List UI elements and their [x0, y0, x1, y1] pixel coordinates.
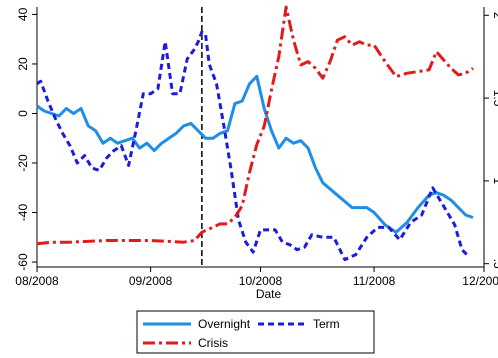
legend-label-crisis: Crisis — [198, 336, 228, 350]
y-left-tick-label: 20 — [16, 57, 30, 71]
y-left-tick-label: -40 — [16, 204, 30, 222]
y-left-tick-label: 0 — [16, 110, 30, 117]
series-line-term — [36, 30, 471, 262]
y-left-tick-label: -60 — [16, 253, 30, 271]
legend-box — [136, 310, 375, 354]
y-right-tick-label: 2 — [491, 12, 498, 19]
x-tick-label: 11/2008 — [353, 274, 396, 288]
legend-label-term: Term — [313, 317, 340, 331]
legend: Overnight Term Crisis — [136, 310, 375, 354]
series-lines — [36, 5, 474, 262]
x-tick-label: 09/2008 — [129, 274, 173, 288]
x-tick-label: 10/2008 — [239, 274, 283, 288]
y-right-tick-label: 1 — [491, 178, 498, 185]
legend-label-overnight: Overnight — [198, 317, 251, 331]
series-line-crisis — [36, 5, 474, 246]
axes: -60 -40 -20 0 20 40 .5 1 1.5 2 08/2008 09/2008 10/20… — [15, 7, 498, 301]
x-tick-label: 08/2008 — [15, 274, 59, 288]
series-line-overnight — [36, 74, 474, 234]
y-right-tick-label: 1.5 — [491, 90, 498, 107]
y-right-tick-label: .5 — [491, 259, 498, 269]
x-tick-label: 12/2008 — [462, 274, 498, 288]
y-left-tick-label: 40 — [16, 7, 30, 21]
y-left-tick-label: -20 — [16, 154, 30, 172]
x-axis-title: Date — [256, 287, 282, 301]
